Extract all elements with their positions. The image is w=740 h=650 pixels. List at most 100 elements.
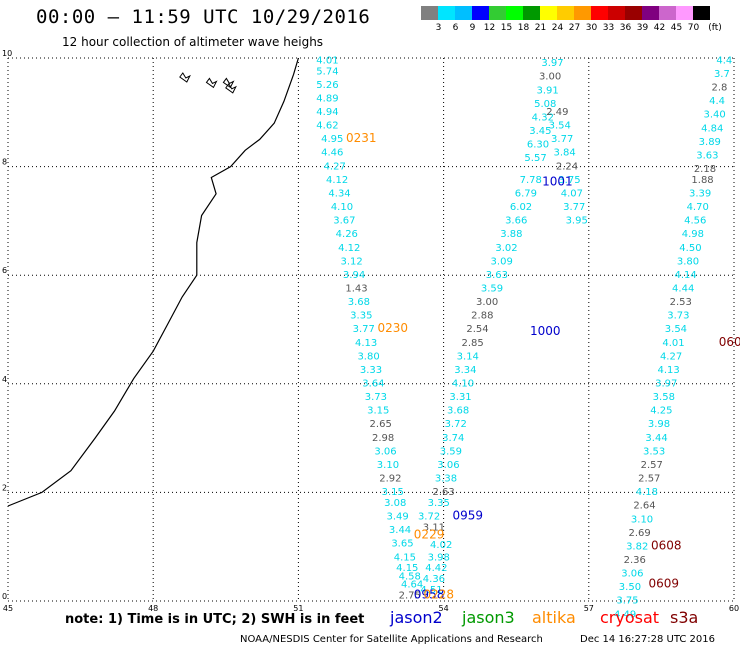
wave-height-label: 4.27 [324,161,346,172]
chart-subtitle: 12 hour collection of altimeter wave hei… [62,35,324,49]
wave-height-label: 2.98 [372,433,394,444]
legend-item-s3a: s3a [670,608,699,627]
island-outline [225,82,237,94]
wave-height-label: 3.02 [495,243,517,254]
wave-height-label: 3.12 [341,256,363,267]
wave-height-label: 3.7 [714,69,730,80]
wave-height-label: 4.34 [328,188,350,199]
colorbar-swatch [540,6,557,20]
wave-height-label: 1.43 [345,283,367,294]
wave-height-label: 3.74 [442,433,464,444]
wave-height-label: 4.32 [532,112,554,123]
wave-height-label: 2.88 [471,311,493,322]
wave-height-label: 3.64 [362,379,384,390]
y-tick-label: 4 [2,375,7,384]
wave-height-label: 4.95 [321,134,343,145]
colorbar-swatch [608,6,625,20]
wave-height-label: 3.73 [667,311,689,322]
colorbar-swatch [489,6,506,20]
wave-height-label: 3.49 [386,512,408,523]
legend-item-altika: altika [532,608,576,627]
x-tick-label: 54 [439,604,449,613]
colorbar-tick-label: 9 [469,23,476,33]
wave-height-label: 3.54 [549,121,571,132]
wave-height-label: 2.57 [641,460,663,471]
wave-height-label: 4.98 [682,229,704,240]
pass-time-label: 0609 [649,576,680,590]
wave-height-label: 3.84 [553,148,575,159]
wave-height-label: 4.49 [614,609,636,620]
wave-height-label: 3.80 [677,256,699,267]
wave-height-label: 4.56 [684,216,706,227]
wave-height-label: 2.24 [556,161,578,172]
wave-height-label: 2.64 [633,501,655,512]
x-tick-label: 60 [729,604,739,613]
pass-time-label: 0228 [423,587,454,601]
wave-height-label: 3.10 [631,514,653,525]
wave-height-label: 2.85 [462,338,484,349]
wave-height-label: 3.77 [353,324,375,335]
colorbar-tick-label: 6 [452,23,459,33]
wave-height-label: 3.44 [645,433,667,444]
colorbar-tick-label: 27 [568,23,581,33]
pass-time-label: 0229 [414,528,445,542]
pass-time-label: 0607 [719,335,740,349]
pass-time-label: 1000 [530,324,561,338]
wave-height-label: 3.75 [558,175,580,186]
footer-timestamp: Dec 14 16:27:28 UTC 2016 [580,634,715,645]
wave-height-label: 4.62 [316,121,338,132]
wave-height-label: 3.00 [539,72,561,83]
y-tick-label: 2 [2,483,7,492]
wave-height-label: 3.73 [365,392,387,403]
wave-height-label: 2.75 [399,590,421,601]
wave-height-label: 3.09 [491,256,513,267]
wave-height-label: 3.88 [500,229,522,240]
wave-height-label: 4.64 [401,579,423,590]
wave-height-label: 2.54 [466,324,488,335]
wave-height-label: 7.78 [520,175,542,186]
wave-height-label: 3.14 [457,351,479,362]
note-text: note: 1) Time is in UTC; 2) SWH is in fe… [65,612,365,627]
colorbar-swatch [438,6,455,20]
wave-height-label: 6.30 [527,140,549,151]
wave-height-label: 3.54 [665,324,687,335]
pass-time-label: 1001 [542,175,573,189]
wave-height-label: 2.18 [694,164,716,175]
wave-height-label: 5.74 [316,66,338,77]
wave-height-label: 4.4 [716,55,732,66]
wave-height-label: 5.26 [316,80,338,91]
colorbar-swatch [659,6,676,20]
colorbar-swatch [642,6,659,20]
wave-height-label: 3.63 [486,270,508,281]
colorbar-tick-label: 21 [534,23,547,33]
colorbar-tick-label: 45 [670,23,683,33]
wave-height-label: 3.00 [476,297,498,308]
wave-height-label: 3.98 [428,552,450,563]
wave-height-label: 4.10 [331,202,353,213]
wave-height-label: 2.36 [624,555,646,566]
wave-height-label: 4.84 [701,123,723,134]
wave-height-label: 3.68 [348,297,370,308]
wave-height-label: 4.42 [425,563,447,574]
wave-height-label: 2.8 [712,83,728,94]
x-tick-label: 48 [148,604,158,613]
wave-height-label: 3.11 [423,522,445,533]
wave-height-label: 3.77 [563,202,585,213]
wave-height-label: 5.57 [524,153,546,164]
x-tick-label: 45 [3,604,13,613]
colorbar-unit: (ft) [708,23,722,33]
y-tick-label: 8 [2,158,7,167]
wave-height-label: 4.36 [423,574,445,585]
colorbar-tick-label: 30 [585,23,598,33]
wave-height-label: 3.15 [367,406,389,417]
colorbar-tick-label: 36 [619,23,632,33]
wave-height-label: 4.13 [355,338,377,349]
wave-height-label: 3.06 [374,446,396,457]
wave-height-label: 3.75 [616,596,638,607]
colorbar-swatch [557,6,574,20]
wave-height-label: 4.46 [321,148,343,159]
wave-height-label: 3.80 [357,351,379,362]
pass-time-label: 0958 [414,587,445,601]
pass-time-label: 0230 [378,321,409,335]
wave-height-label: 3.89 [699,137,721,148]
